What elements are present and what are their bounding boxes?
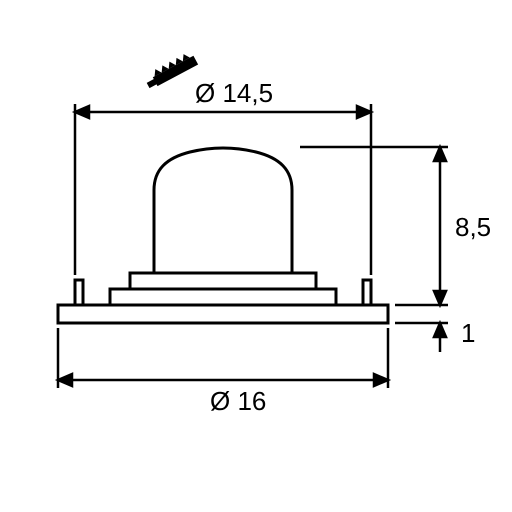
hole-saw-icon (143, 50, 198, 89)
label-outer-diameter: Ø 16 (210, 386, 266, 417)
dim-outer-diameter (58, 328, 388, 388)
label-cutout-diameter: Ø 14,5 (195, 78, 273, 109)
label-height: 8,5 (455, 212, 491, 243)
dim-height (300, 147, 448, 305)
drawing-svg (0, 0, 512, 512)
label-flange-thickness: 1 (461, 318, 475, 349)
technical-drawing: Ø 14,5 Ø 16 8,5 1 (0, 0, 512, 512)
fixture-outline (58, 148, 388, 323)
dim-cutout-diameter (75, 104, 371, 275)
dim-flange-thickness (395, 323, 448, 352)
